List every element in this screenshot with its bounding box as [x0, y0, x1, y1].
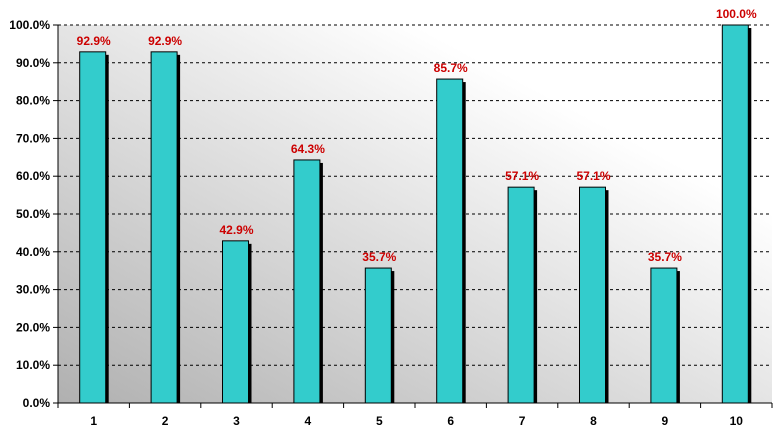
x-tick-label: 6: [447, 414, 454, 428]
data-label: 35.7%: [648, 250, 682, 264]
x-tick-labels: 1 2 3 4 5 6 7 8 9 10: [90, 414, 743, 428]
y-tick-labels: 0.0% 10.0% 20.0% 30.0% 40.0% 50.0% 60.0% 70.0% 8…: [9, 18, 50, 410]
y-tick-label: 50.0%: [16, 207, 50, 221]
data-label: 100.0%: [716, 7, 757, 21]
data-label: 85.7%: [434, 61, 468, 75]
bar: [579, 186, 606, 404]
y-tick-label: 20.0%: [16, 320, 50, 334]
bar: [721, 24, 749, 404]
x-tick-label: 8: [590, 414, 597, 428]
bar: [79, 51, 107, 404]
data-label: 92.9%: [77, 34, 111, 48]
data-label: 92.9%: [148, 34, 182, 48]
y-tick-label: 40.0%: [16, 245, 50, 259]
y-tick-label: 60.0%: [16, 169, 50, 183]
data-labels: 92.9% 92.9% 42.9% 64.3% 35.7% 85.7% 57.1% 57.1%…: [77, 7, 757, 264]
x-tick-label: 10: [730, 414, 744, 428]
x-tick-label: 1: [90, 414, 97, 428]
bar: [150, 51, 178, 404]
y-tick-label: 30.0%: [16, 283, 50, 297]
y-tick-label: 100.0%: [9, 18, 50, 32]
bar: [364, 267, 392, 404]
x-tick-label: 3: [233, 414, 240, 428]
y-tick-label: 0.0%: [23, 396, 51, 410]
x-tick-label: 9: [662, 414, 669, 428]
x-tick-label: 5: [376, 414, 383, 428]
data-label: 64.3%: [291, 142, 325, 156]
data-label: 35.7%: [362, 250, 396, 264]
bars: [79, 24, 752, 404]
x-tick-label: 7: [519, 414, 526, 428]
y-tick-label: 80.0%: [16, 94, 50, 108]
x-tick-label: 2: [162, 414, 169, 428]
data-label: 57.1%: [505, 169, 539, 183]
bar: [293, 159, 321, 404]
data-label: 42.9%: [219, 223, 253, 237]
bar: [507, 186, 535, 404]
bar: [222, 240, 249, 404]
bar: [650, 267, 678, 404]
axes: [57, 25, 773, 408]
y-tick-label: 10.0%: [16, 358, 50, 372]
x-tick-label: 4: [305, 414, 312, 428]
y-tick-label: 90.0%: [16, 56, 50, 70]
data-label: 57.1%: [576, 169, 610, 183]
y-tick-label: 70.0%: [16, 131, 50, 145]
bar: [436, 78, 464, 404]
